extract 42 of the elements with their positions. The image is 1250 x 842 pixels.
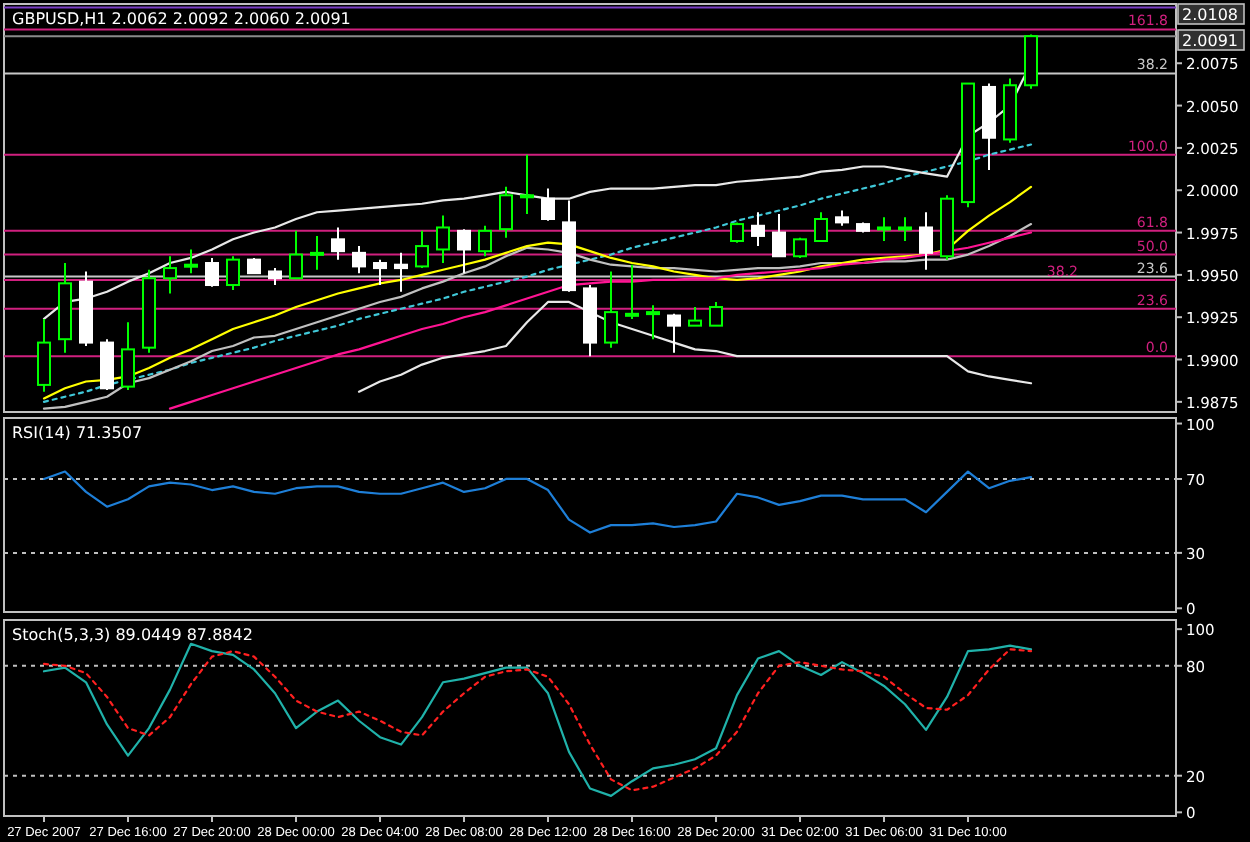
candlestick — [226, 255, 240, 292]
candlestick — [436, 214, 450, 265]
chart-title: Stoch(5,3,3) 89.0449 87.8842 — [12, 626, 253, 644]
text: 2.0108 — [1182, 6, 1238, 24]
candlestick — [520, 153, 534, 215]
candlestick — [604, 270, 618, 349]
candlestick — [709, 300, 723, 327]
line-series — [42, 470, 1033, 534]
candlestick — [898, 216, 912, 243]
candlestick — [688, 306, 702, 327]
candlestick — [415, 229, 429, 270]
candlestick — [394, 251, 408, 293]
candlestick — [184, 248, 198, 275]
candlestick — [100, 338, 114, 391]
candlestick — [478, 224, 492, 258]
candlestick — [352, 245, 366, 275]
candlestick — [499, 185, 513, 239]
candlestick — [457, 228, 471, 275]
chart-title: GBPUSD,H1 2.0062 2.0092 2.0060 2.0091 — [12, 10, 351, 28]
candlestick — [37, 317, 51, 393]
candlestick — [121, 321, 135, 391]
candlestick — [541, 187, 555, 222]
candlestick — [772, 212, 786, 258]
candlestick — [877, 216, 891, 243]
candlestick — [646, 304, 660, 341]
text: 2.0091 — [1182, 32, 1238, 50]
candlestick — [919, 211, 933, 271]
candlestick — [667, 312, 681, 354]
candlestick — [331, 226, 345, 261]
candlestick — [373, 258, 387, 287]
candlestick — [814, 211, 828, 243]
line-series — [357, 300, 1033, 393]
candlestick — [751, 211, 765, 248]
candlestick — [310, 234, 324, 271]
candlestick — [205, 256, 219, 288]
line-series — [42, 185, 1033, 400]
candlestick — [163, 255, 177, 295]
candlestick — [625, 263, 639, 320]
chart-title: RSI(14) 71.3507 — [12, 424, 143, 442]
line-series — [42, 143, 1033, 403]
candlestick — [730, 221, 744, 244]
candlestick — [289, 229, 303, 280]
